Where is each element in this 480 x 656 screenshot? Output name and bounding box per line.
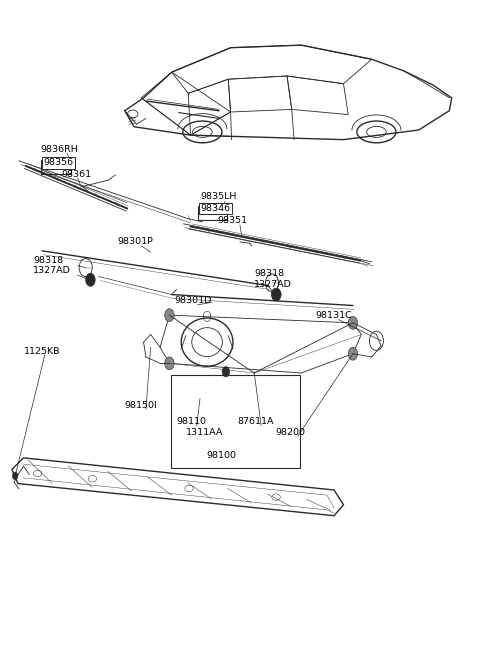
Circle shape — [272, 288, 281, 301]
Text: 1311AA: 1311AA — [186, 428, 223, 438]
Circle shape — [12, 472, 18, 480]
Text: 98318: 98318 — [254, 270, 284, 279]
Text: 98110: 98110 — [177, 417, 206, 426]
Text: 9836RH: 9836RH — [40, 146, 78, 154]
Text: 98361: 98361 — [61, 170, 91, 179]
Text: 87611A: 87611A — [238, 417, 274, 426]
Text: 1327AD: 1327AD — [254, 280, 292, 289]
Circle shape — [348, 316, 358, 329]
Circle shape — [348, 347, 358, 360]
Text: 98318: 98318 — [33, 256, 63, 265]
Circle shape — [165, 309, 174, 321]
Text: 98351: 98351 — [217, 216, 248, 225]
Text: 98356: 98356 — [44, 158, 74, 167]
Text: 1327AD: 1327AD — [33, 266, 71, 276]
Text: 98301P: 98301P — [118, 237, 154, 247]
Text: 98346: 98346 — [200, 204, 230, 213]
Circle shape — [86, 274, 95, 286]
Text: 98131C: 98131C — [315, 312, 352, 320]
Text: 9835LH: 9835LH — [200, 192, 236, 201]
Text: 1125KB: 1125KB — [24, 347, 60, 356]
Text: 98150I: 98150I — [125, 401, 157, 409]
Text: 98200: 98200 — [275, 428, 305, 438]
Text: 98100: 98100 — [206, 451, 236, 460]
Text: 98301D: 98301D — [174, 297, 212, 306]
Circle shape — [165, 357, 174, 370]
Circle shape — [222, 367, 229, 377]
